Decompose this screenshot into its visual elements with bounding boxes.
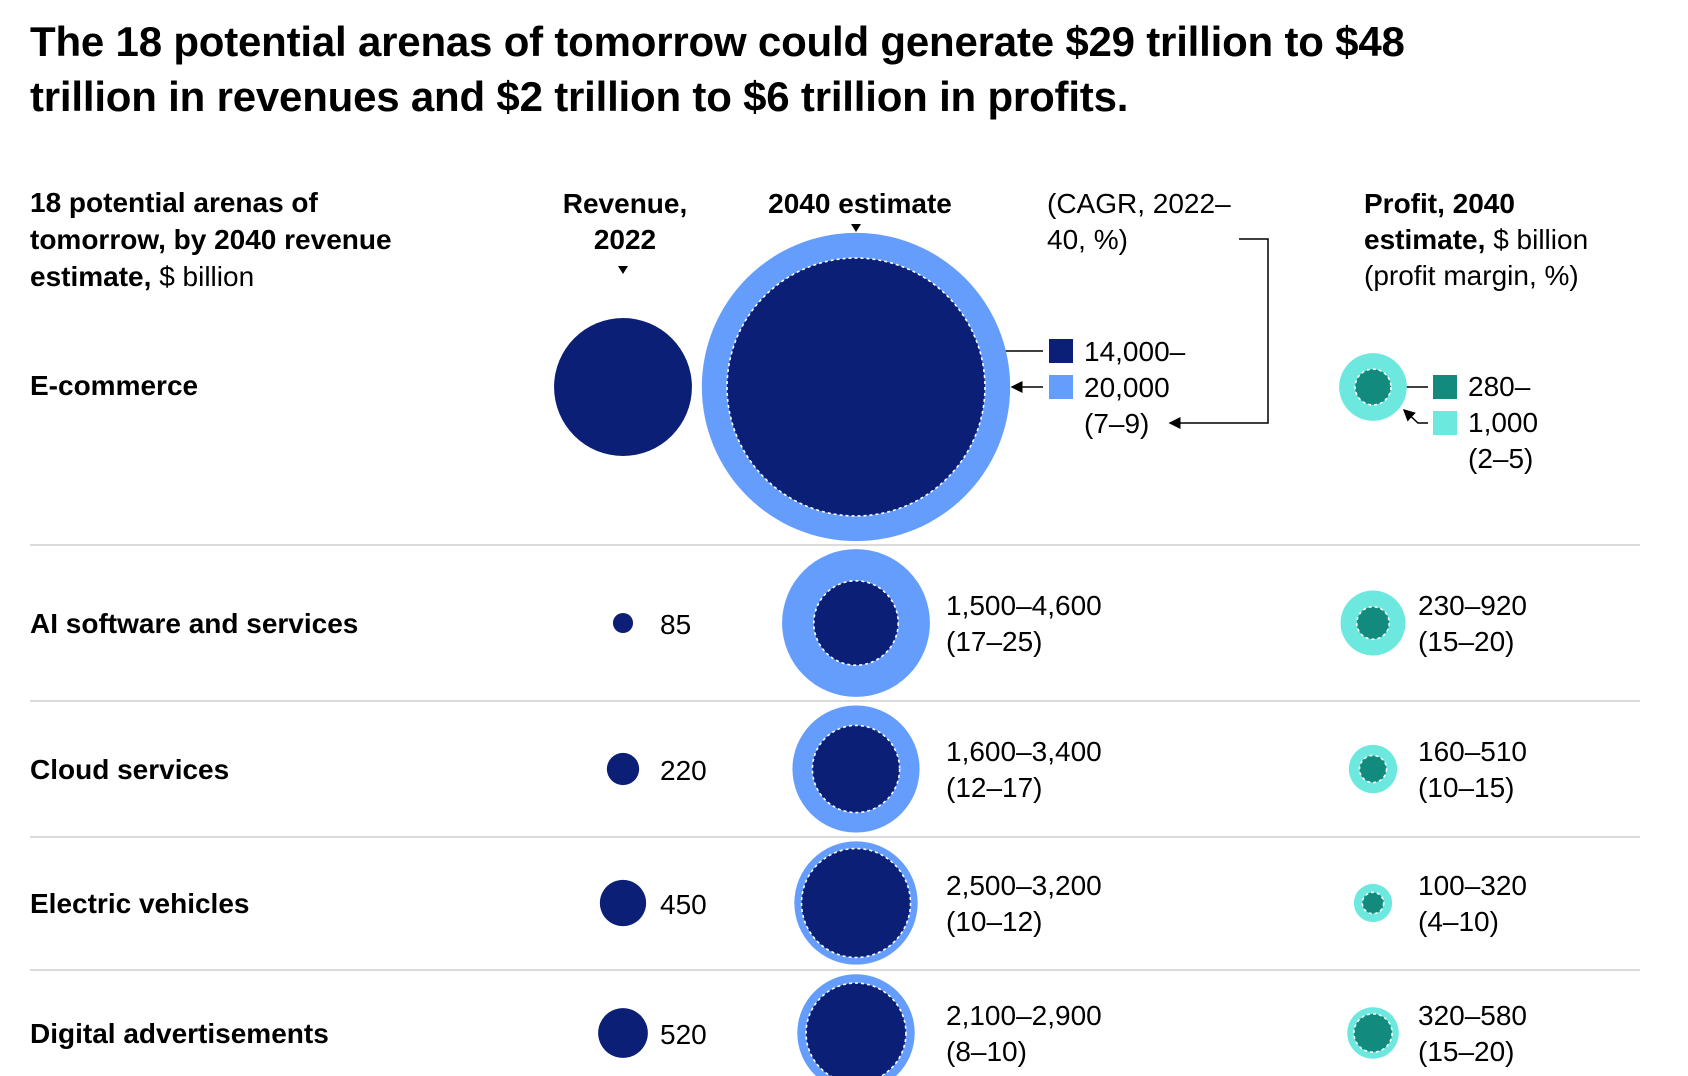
revenue-2022-label: 520: [660, 1019, 707, 1050]
estimate-2040-low-bubble: [811, 724, 901, 814]
profit-label: 320–580 (15–20): [1418, 998, 1527, 1070]
estimate-range-label: 1,600–3,400: [946, 736, 1102, 767]
profit-range-label: 230–920: [1418, 590, 1528, 621]
profit-low-bubble: [1353, 1013, 1393, 1053]
category-label: Digital advertisements: [30, 1018, 329, 1049]
estimate-2040-high-bubble: [792, 705, 920, 833]
profit-high-bubble: [1353, 883, 1393, 923]
estimate-range-label: 2,100–2,900: [946, 1000, 1102, 1031]
revenue-2022-bubble: [598, 1008, 648, 1058]
legend-low-square: [1049, 339, 1073, 363]
estimate-label: 1,600–3,400 (12–17): [946, 734, 1102, 806]
estimate-2040-low-bubble: [812, 579, 900, 667]
profit-header: Profit, 2040 estimate, $ billion (profit…: [1364, 186, 1644, 294]
profit-label: 280– 1,000 (2–5): [1468, 369, 1538, 477]
estimate-2040-high-bubble: [782, 549, 930, 697]
category-label: Electric vehicles: [30, 888, 250, 919]
profit-high-bubble: [1340, 590, 1406, 656]
revenue-2022-label: 450: [660, 889, 707, 920]
cagr-label: (12–17): [946, 772, 1043, 803]
margin-label: (15–20): [1418, 1036, 1515, 1067]
cagr-label: (10–12): [946, 906, 1043, 937]
profit-low-bubble: [1354, 368, 1392, 406]
revenue-2022-bubble: [599, 879, 647, 927]
arenas-header: 18 potential arenas of tomorrow, by 2040…: [30, 184, 450, 295]
margin-label: (4–10): [1418, 906, 1499, 937]
category-label: Cloud services: [30, 754, 230, 785]
profit-range-label: 100–320: [1418, 870, 1528, 901]
estimate-low-label: 14,000–: [1084, 336, 1186, 367]
profit-label: 160–510 (10–15): [1418, 734, 1527, 806]
profit-header-unit: $ billion: [1493, 224, 1589, 255]
profit-low-bubble: [1358, 754, 1388, 784]
profit-low-bubble: [1355, 605, 1391, 641]
estimate-2040-low-bubble: [800, 847, 912, 959]
profit-label: 100–320 (4–10): [1418, 868, 1527, 940]
estimate-2040-high-bubble: [701, 232, 1011, 542]
arenas-header-bold: 18 potential arenas of tomorrow, by 2040…: [30, 187, 392, 292]
category-label: AI software and services: [30, 608, 359, 639]
profit-low-bubble: [1361, 891, 1385, 915]
revenue-2022-bubble: [606, 752, 640, 786]
margin-label: (10–15): [1418, 772, 1515, 803]
margin-label: (15–20): [1418, 626, 1515, 657]
legend-profit-low-square: [1433, 375, 1457, 399]
revenue-2022-label: 4,000: [590, 371, 662, 402]
profit-high-label: 1,000: [1468, 407, 1539, 438]
chart-title: The 18 potential arenas of tomorrow coul…: [30, 18, 1405, 120]
profit-range-label: 160–510: [1418, 736, 1528, 767]
cagr-label: (7–9): [1084, 408, 1150, 439]
estimate-label: 1,500–4,600 (17–25): [946, 588, 1102, 660]
leader-arrow-profit-high: [1402, 408, 1428, 424]
profit-low-label: 280–: [1468, 371, 1531, 402]
revenue-2022-bubble: [612, 612, 634, 634]
estimate-range-label: 1,500–4,600: [946, 590, 1102, 621]
revenue-2022-header-arrow: [618, 266, 628, 274]
revenue-2022-label: 85: [660, 609, 692, 640]
cagr-label: (17–25): [946, 626, 1043, 657]
estimate-range-label: 2,500–3,200: [946, 870, 1102, 901]
category-label: E-commerce: [30, 370, 199, 401]
profit-high-bubble: [1347, 1007, 1399, 1059]
profit-margin-header: (profit margin, %): [1364, 260, 1579, 291]
margin-label: (2–5): [1468, 443, 1534, 474]
cagr-header: (CAGR, 2022–40, %): [1047, 188, 1231, 255]
arenas-header-unit: $ billion: [159, 261, 255, 292]
estimate-2040-low-bubble: [726, 257, 986, 517]
estimate-label: 14,000– 20,000 (7–9): [1084, 334, 1185, 442]
profit-range-label: 320–580: [1418, 1000, 1528, 1031]
profit-high-bubble: [1339, 353, 1407, 421]
profit-high-bubble: [1348, 744, 1398, 794]
estimate-label: 2,500–3,200 (10–12): [946, 868, 1102, 940]
cagr-label: (8–10): [946, 1036, 1027, 1067]
estimate-2040-high-bubble: [797, 974, 915, 1076]
profit-label: 230–920 (15–20): [1418, 588, 1527, 660]
legend-high-square: [1049, 375, 1073, 399]
estimate-header-arrow: [851, 224, 861, 232]
estimate-2040-header: 2040 estimate: [768, 188, 952, 219]
estimate-2040-high-bubble: [794, 841, 918, 965]
estimate-2040-low-bubble: [805, 982, 907, 1076]
profit-header-bold: Profit, 2040 estimate,: [1364, 188, 1515, 255]
estimate-label: 2,100–2,900 (8–10): [946, 998, 1102, 1070]
revenue-2022-label: 220: [660, 755, 707, 786]
legend-profit-high-square: [1433, 411, 1457, 435]
estimate-high-label: 20,000: [1084, 372, 1170, 403]
revenue-2022-header: Revenue, 2022: [562, 188, 688, 255]
